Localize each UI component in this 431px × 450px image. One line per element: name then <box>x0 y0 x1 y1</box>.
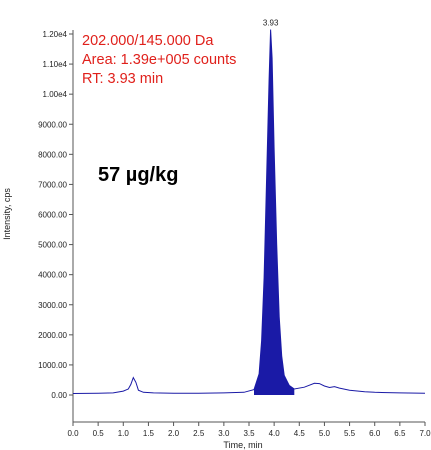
y-tick-label: 9000.00 <box>38 120 67 129</box>
transition-annotation: 202.000/145.000 Da <box>82 33 214 49</box>
y-ticks: 0.00 1000.00 2000.00 3000.00 4000.00 5000.00 6… <box>38 30 73 400</box>
peak-area-fill <box>254 29 295 395</box>
y-tick-label: 5000.00 <box>38 241 67 250</box>
axes <box>72 30 425 423</box>
y-tick-label: 4000.00 <box>38 271 67 280</box>
y-tick-label: 3000.00 <box>38 301 67 310</box>
y-tick-label: 0.00 <box>51 391 67 400</box>
area-annotation: Area: 1.39e+005 counts <box>82 52 236 68</box>
x-ticks: 0.0 0.5 1.0 1.5 2.0 2.5 3.0 3.5 4.0 4.5 5.0 5.5 6.0 6… <box>67 422 431 438</box>
x-tick-label: 0.0 <box>67 429 79 438</box>
y-axis-title: Intensity, cps <box>2 188 12 240</box>
peak-apex-label: 3.93 <box>263 18 279 27</box>
x-tick-label: 5.0 <box>319 429 331 438</box>
x-tick-label: 4.5 <box>294 429 306 438</box>
x-tick-label: 6.0 <box>369 429 381 438</box>
x-tick-label: 1.0 <box>118 429 130 438</box>
series <box>72 29 426 395</box>
x-tick-label: 1.5 <box>143 429 155 438</box>
x-tick-label: 2.5 <box>193 429 205 438</box>
y-tick-label: 8000.00 <box>38 150 67 159</box>
y-tick-label: 7000.00 <box>38 180 67 189</box>
x-tick-label: 3.5 <box>243 429 255 438</box>
x-axis-title: Time, min <box>223 440 262 450</box>
x-tick-label: 4.0 <box>269 429 281 438</box>
y-tick-label: 1.10e4 <box>43 60 68 69</box>
y-tick-label: 6000.00 <box>38 211 67 220</box>
x-tick-label: 2.0 <box>168 429 180 438</box>
rt-annotation: RT: 3.93 min <box>82 71 163 87</box>
y-tick-label: 1.00e4 <box>43 90 68 99</box>
x-tick-label: 6.5 <box>394 429 406 438</box>
chromatogram-trace <box>72 29 426 394</box>
y-tick-label: 2000.00 <box>38 331 67 340</box>
concentration-annotation: 57 µg/kg <box>98 164 178 186</box>
x-tick-label: 7.0 <box>419 429 431 438</box>
x-tick-label: 3.0 <box>218 429 230 438</box>
y-tick-label: 1.20e4 <box>43 30 68 39</box>
y-tick-label: 1000.00 <box>38 361 67 370</box>
x-tick-label: 0.5 <box>93 429 105 438</box>
x-tick-label: 5.5 <box>344 429 356 438</box>
